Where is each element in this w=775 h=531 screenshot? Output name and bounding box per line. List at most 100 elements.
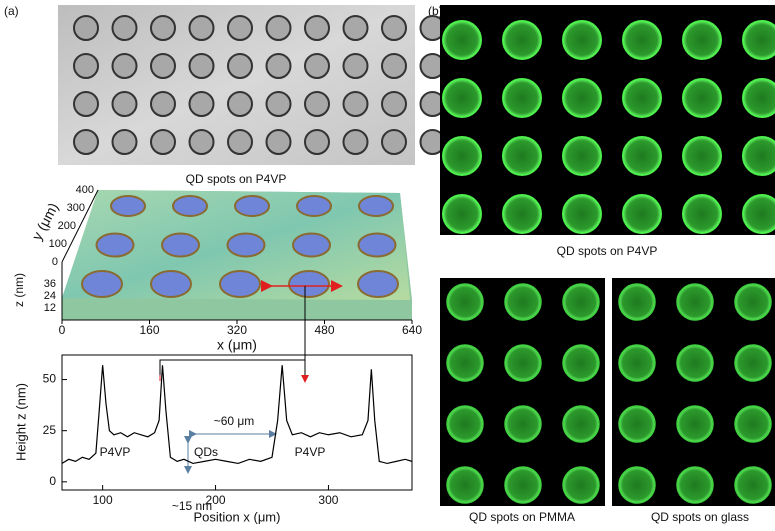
spot — [503, 137, 541, 175]
annotation: QDs — [194, 445, 218, 459]
spot — [619, 406, 655, 442]
spot — [677, 345, 713, 381]
spot — [735, 345, 771, 381]
spot — [683, 79, 721, 117]
spot — [74, 130, 98, 154]
spot — [683, 21, 721, 59]
y-tick-label: 0 — [49, 474, 56, 488]
spot — [563, 406, 599, 442]
spot — [358, 271, 398, 297]
x-tick-label: 320 — [227, 323, 247, 337]
caption: QD spots on glass — [651, 510, 749, 524]
spot — [563, 79, 601, 117]
spot — [382, 16, 406, 40]
spot — [623, 79, 661, 117]
spot — [505, 345, 541, 381]
spot — [74, 92, 98, 116]
spot — [305, 16, 329, 40]
y-tick-label: 50 — [43, 372, 57, 386]
spot — [683, 195, 721, 233]
spot — [677, 467, 713, 503]
spot — [190, 92, 214, 116]
spot — [235, 196, 269, 216]
spot — [447, 284, 483, 320]
spot — [267, 92, 291, 116]
spot — [563, 284, 599, 320]
spot — [293, 234, 330, 257]
y-tick-label: 300 — [67, 202, 85, 214]
spot — [151, 16, 175, 40]
spot — [443, 195, 481, 233]
x-tick-label: 0 — [59, 323, 66, 337]
spot — [563, 21, 601, 59]
spot — [619, 467, 655, 503]
figure: (a) (b) QD spots on P4VP QD spots on P4V… — [0, 0, 775, 526]
x-tick-label: 640 — [402, 323, 422, 337]
spot — [228, 16, 252, 40]
caption: QD spots on P4VP — [186, 172, 287, 186]
spot — [735, 406, 771, 442]
spot — [505, 284, 541, 320]
spot — [190, 130, 214, 154]
spot — [503, 21, 541, 59]
spot — [382, 92, 406, 116]
spot — [683, 137, 721, 175]
spot — [113, 92, 137, 116]
axis-label: x (μm) — [217, 337, 257, 353]
spot — [220, 271, 260, 297]
spot — [74, 16, 98, 40]
spot — [359, 196, 393, 216]
annotation: P4VP — [100, 445, 131, 459]
spot — [743, 21, 775, 59]
spot — [359, 234, 396, 257]
spot — [447, 406, 483, 442]
spot — [563, 467, 599, 503]
spot — [97, 234, 134, 257]
spot — [228, 92, 252, 116]
spot — [503, 79, 541, 117]
spot — [151, 271, 191, 297]
x-tick-label: 160 — [139, 323, 159, 337]
spot — [344, 16, 368, 40]
y-tick-label: 400 — [76, 184, 94, 196]
spot — [305, 92, 329, 116]
spot — [623, 195, 661, 233]
spot — [74, 54, 98, 78]
axis-label: Height z (nm) — [13, 383, 28, 461]
spot — [743, 195, 775, 233]
spot — [735, 467, 771, 503]
axis-label: z (nm) — [12, 273, 26, 307]
spot — [623, 21, 661, 59]
spot — [677, 284, 713, 320]
spot — [443, 21, 481, 59]
spot — [162, 234, 199, 257]
caption: QD spots on PMMA — [469, 510, 575, 524]
spot — [382, 54, 406, 78]
annotation: ~60 μm — [214, 414, 255, 428]
spot — [443, 79, 481, 117]
spot — [113, 54, 137, 78]
spot — [228, 54, 252, 78]
panel-label: (a) — [4, 4, 19, 18]
y-tick-label: 25 — [43, 423, 57, 437]
spot — [267, 130, 291, 154]
x-tick-label: 200 — [206, 493, 226, 507]
spot — [344, 92, 368, 116]
fluorescence-image — [440, 5, 775, 235]
spot — [443, 137, 481, 175]
y-tick-label: 200 — [58, 220, 76, 232]
spot — [267, 54, 291, 78]
annotation: P4VP — [295, 445, 326, 459]
spot — [228, 130, 252, 154]
spot — [151, 92, 175, 116]
spot — [82, 271, 122, 297]
spot — [289, 271, 329, 297]
spot — [228, 234, 265, 257]
spot — [503, 195, 541, 233]
x-tick-label: 100 — [93, 493, 113, 507]
spot — [305, 54, 329, 78]
caption: QD spots on P4VP — [557, 244, 658, 258]
spot — [344, 130, 368, 154]
spot — [735, 284, 771, 320]
spot — [505, 406, 541, 442]
